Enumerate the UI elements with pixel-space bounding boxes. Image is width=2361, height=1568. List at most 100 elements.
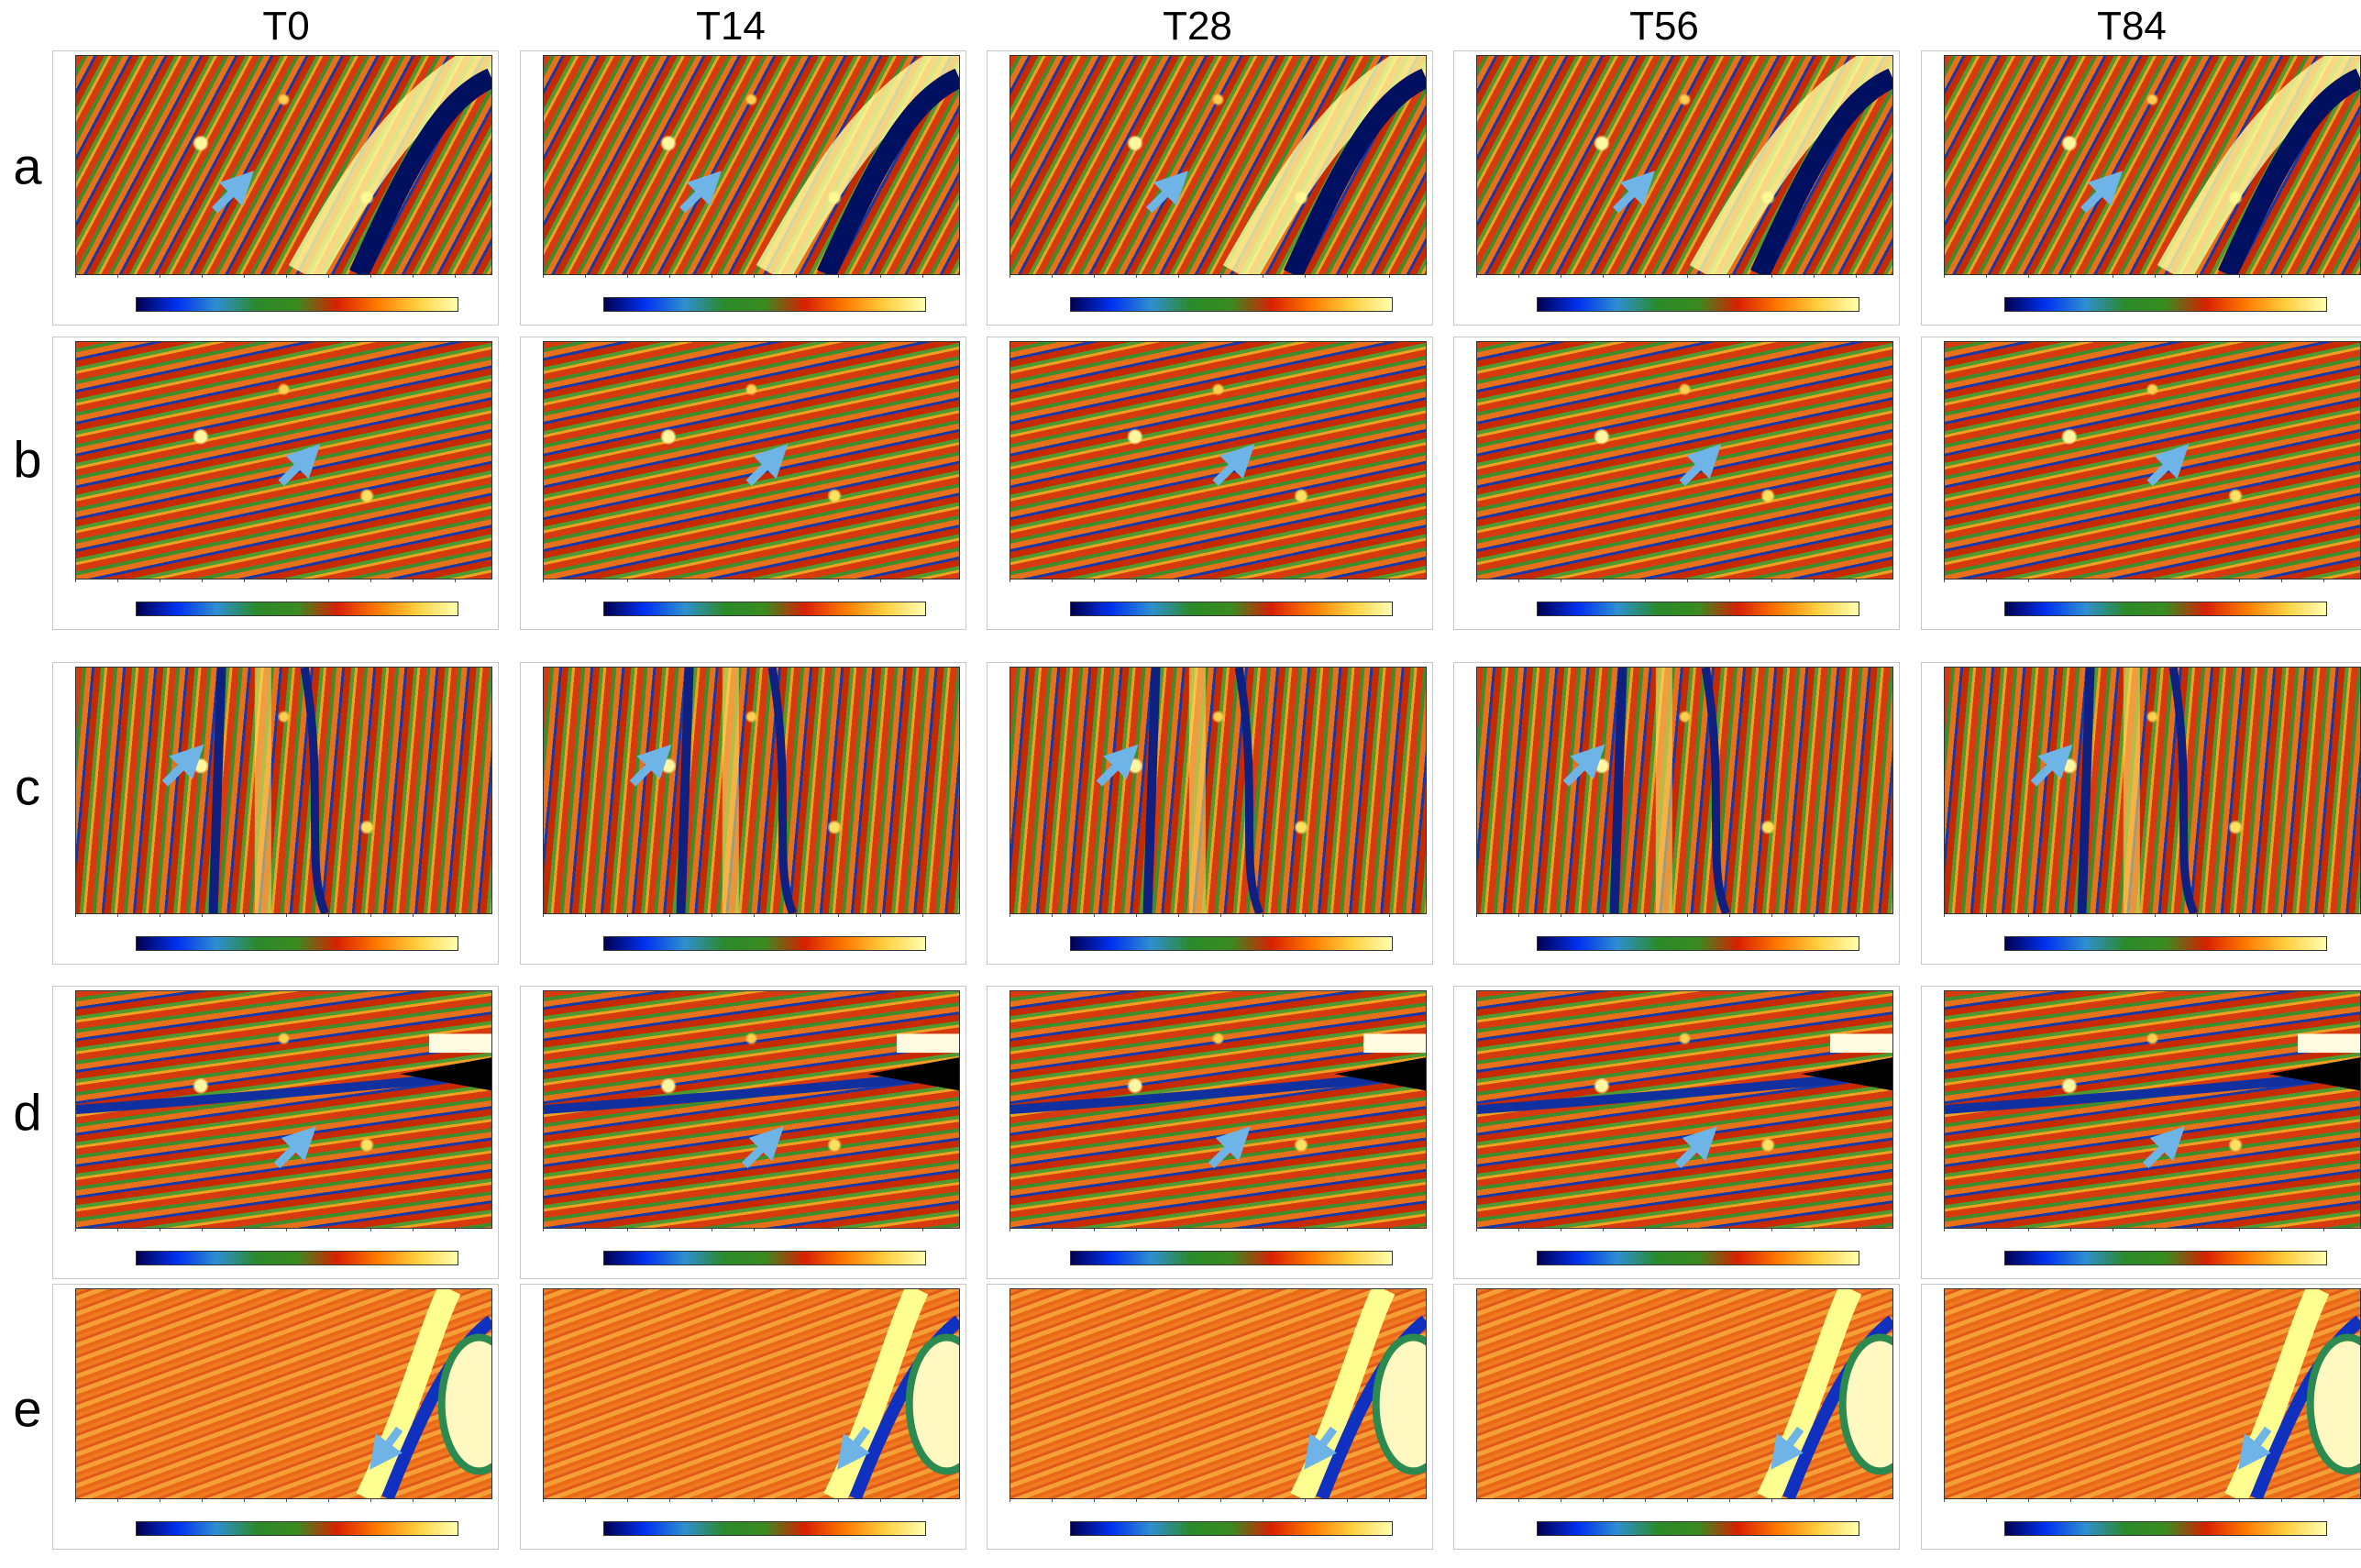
map-panel xyxy=(52,986,499,1279)
map-panel xyxy=(1453,50,1900,326)
map-overlay xyxy=(1477,1033,1892,1169)
map-overlay xyxy=(544,1033,959,1169)
column-label: T84 xyxy=(2097,4,2167,49)
axis-ticks xyxy=(1476,1229,1892,1231)
map-overlay xyxy=(1146,56,1426,274)
height-map xyxy=(1944,990,2361,1229)
colorbar xyxy=(603,602,926,616)
map-panel xyxy=(1453,337,1900,630)
axis-ticks xyxy=(1944,1229,2359,1231)
colorbar xyxy=(1070,602,1393,616)
map-overlay xyxy=(2080,56,2360,274)
map-overlay xyxy=(679,56,959,274)
map-overlay xyxy=(1757,1289,1892,1498)
map-panel xyxy=(52,662,499,965)
colorbar xyxy=(1070,297,1393,312)
colorbar xyxy=(2004,936,2327,951)
height-map xyxy=(543,990,960,1229)
axis-ticks xyxy=(543,914,958,917)
map-panel xyxy=(520,50,966,326)
map-overlay xyxy=(1679,444,1722,487)
height-map xyxy=(543,1288,960,1499)
height-map xyxy=(1944,1288,2361,1499)
axis-ticks xyxy=(75,1499,491,1502)
height-map xyxy=(75,55,492,275)
map-overlay xyxy=(1945,1033,2360,1169)
axis-ticks xyxy=(1476,275,1892,278)
row-label: d xyxy=(13,1083,42,1142)
map-overlay xyxy=(1212,444,1255,487)
colorbar xyxy=(1537,1521,1859,1536)
height-map xyxy=(1476,341,1893,580)
column-label: T28 xyxy=(1163,4,1232,49)
colorbar xyxy=(603,1521,926,1536)
height-map xyxy=(75,990,492,1229)
row-label: e xyxy=(13,1379,42,1438)
height-map xyxy=(1476,667,1893,914)
colorbar xyxy=(1070,1251,1393,1265)
row-label: a xyxy=(13,137,42,195)
map-panel xyxy=(987,337,1433,630)
map-panel xyxy=(520,1284,966,1550)
map-panel xyxy=(987,50,1433,326)
height-map xyxy=(1009,990,1427,1229)
map-panel xyxy=(1921,662,2361,965)
column-label: T56 xyxy=(1629,4,1699,49)
map-overlay xyxy=(161,668,329,913)
axis-ticks xyxy=(75,580,491,582)
map-panel xyxy=(987,662,1433,965)
column-label: T14 xyxy=(696,4,766,49)
map-overlay xyxy=(823,1289,959,1498)
colorbar xyxy=(2004,297,2327,312)
map-panel xyxy=(1453,1284,1900,1550)
colorbar xyxy=(136,1251,458,1265)
map-overlay xyxy=(76,1033,491,1169)
colorbar xyxy=(1537,297,1859,312)
map-overlay xyxy=(2224,1289,2360,1498)
axis-ticks xyxy=(1009,1499,1425,1502)
height-map xyxy=(75,1288,492,1499)
height-map xyxy=(1944,341,2361,580)
height-map xyxy=(1944,667,2361,914)
colorbar xyxy=(136,1521,458,1536)
axis-ticks xyxy=(543,580,958,582)
colorbar xyxy=(1537,602,1859,616)
height-map xyxy=(1009,667,1427,914)
map-panel xyxy=(1921,337,2361,630)
axis-ticks xyxy=(1009,580,1425,582)
height-map xyxy=(1009,341,1427,580)
height-map xyxy=(543,667,960,914)
colorbar xyxy=(2004,1521,2327,1536)
map-panel xyxy=(52,1284,499,1550)
height-map xyxy=(543,55,960,275)
axis-ticks xyxy=(1944,275,2359,278)
height-map xyxy=(1476,1288,1893,1499)
axis-ticks xyxy=(75,914,491,917)
map-overlay xyxy=(2146,444,2190,487)
height-map xyxy=(1944,55,2361,275)
row-label: b xyxy=(13,430,42,489)
axis-ticks xyxy=(1476,580,1892,582)
axis-ticks xyxy=(1944,580,2359,582)
map-overlay xyxy=(2030,668,2198,913)
colorbar xyxy=(603,936,926,951)
map-overlay xyxy=(212,56,491,274)
map-overlay xyxy=(278,444,321,487)
colorbar xyxy=(136,297,458,312)
height-map xyxy=(1009,55,1427,275)
map-panel xyxy=(520,986,966,1279)
map-overlay xyxy=(1562,668,1730,913)
row-label: c xyxy=(15,757,40,816)
map-panel xyxy=(520,337,966,630)
axis-ticks xyxy=(543,1499,958,1502)
axis-ticks xyxy=(1944,914,2359,917)
map-panel xyxy=(52,50,499,326)
map-panel xyxy=(1453,986,1900,1279)
height-map xyxy=(1476,990,1893,1229)
colorbar xyxy=(1070,1521,1393,1536)
colorbar xyxy=(2004,602,2327,616)
map-panel xyxy=(1921,986,2361,1279)
map-overlay xyxy=(1096,668,1263,913)
height-map xyxy=(1476,55,1893,275)
